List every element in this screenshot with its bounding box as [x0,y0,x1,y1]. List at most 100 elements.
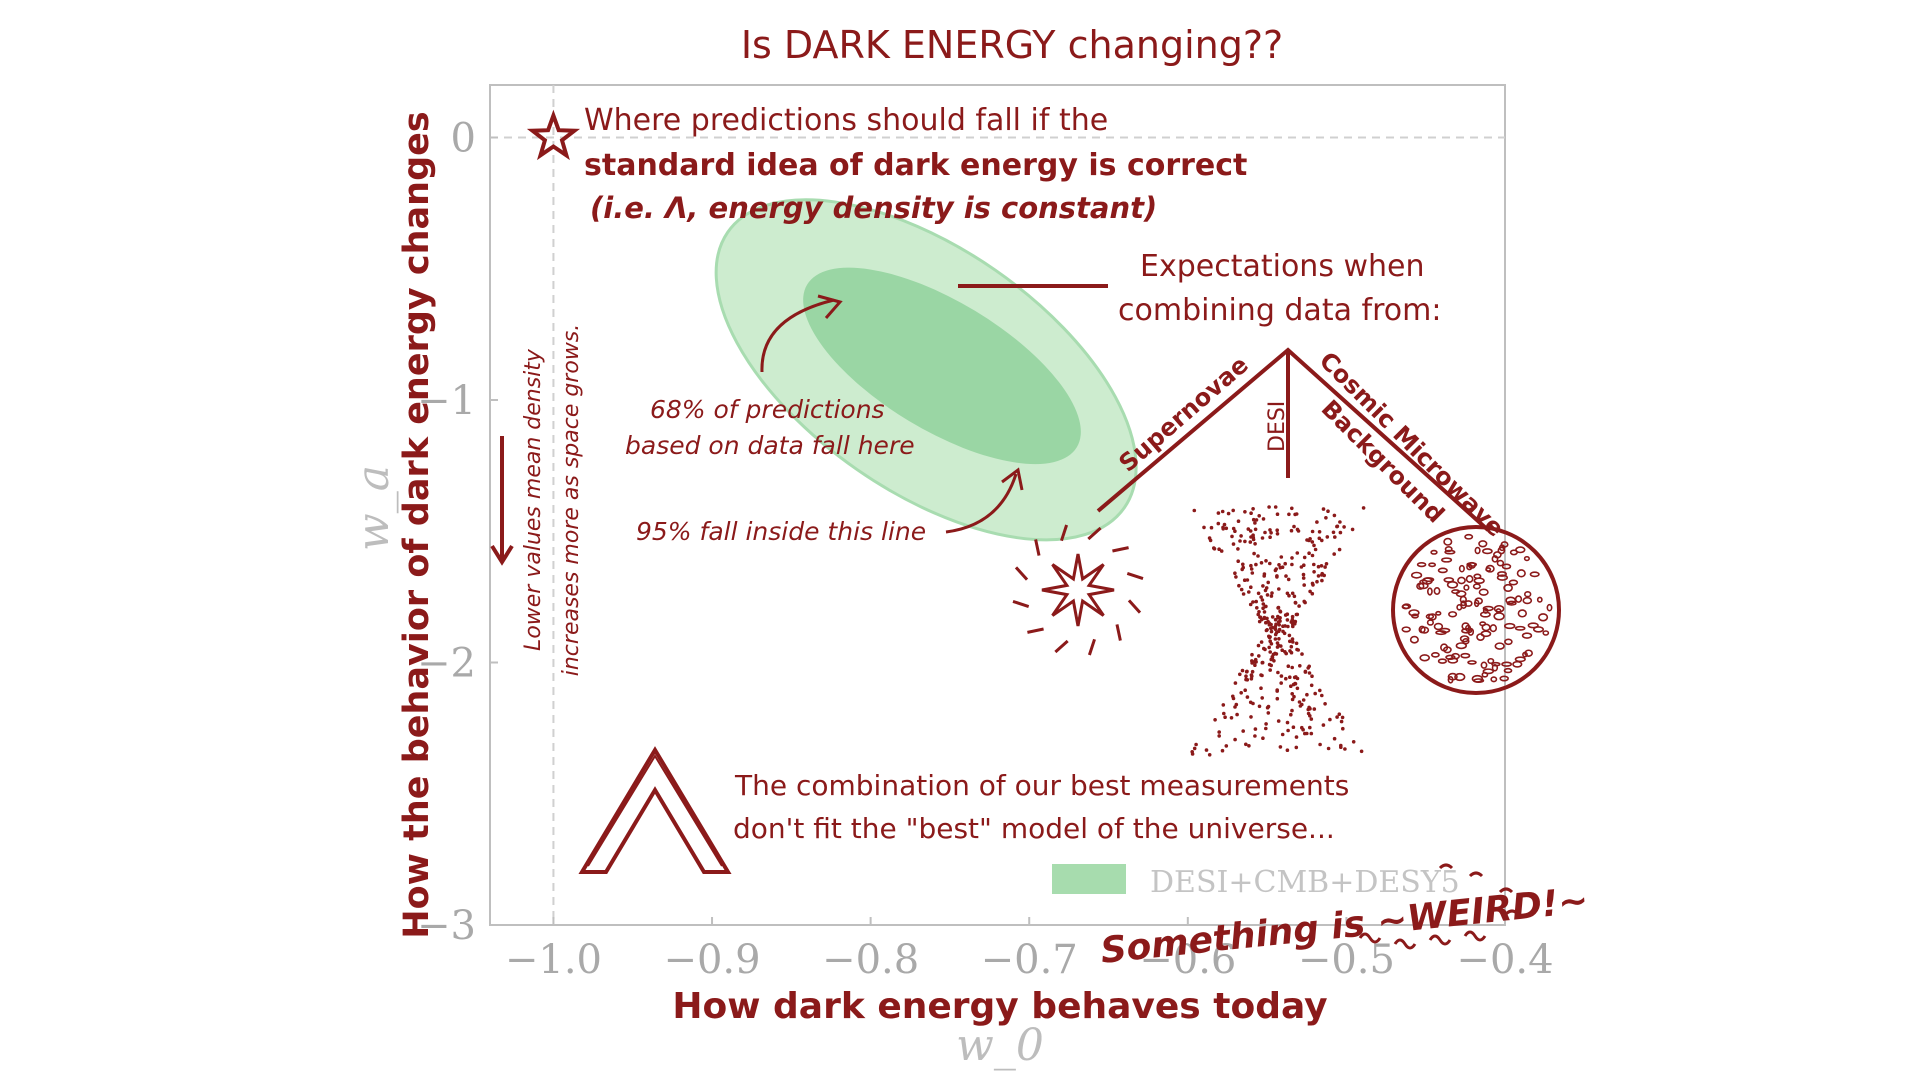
cmb-blob [1464,533,1474,540]
cmb-blob [1491,664,1499,672]
cmb-blob [1479,611,1491,618]
desi-dot [1310,674,1314,678]
cmb-blob [1456,604,1463,611]
desi-dot [1265,628,1269,632]
desi-dot [1231,696,1236,701]
desi-dot [1294,735,1299,739]
desi-dot [1289,528,1294,533]
cmb-blob [1461,628,1473,634]
desi-dot [1270,591,1274,595]
desi-dot [1220,509,1225,514]
desi-dot [1290,708,1294,713]
cmb-blob [1437,567,1448,574]
desi-dot [1296,648,1300,652]
desi-dot [1308,714,1312,718]
desi-dot [1269,531,1273,535]
desi-dot [1288,675,1292,679]
desi-dot [1313,691,1317,696]
desi-dot [1264,559,1268,563]
cmb-blob [1542,630,1550,636]
cmb-blob [1433,622,1444,631]
cmb-blob [1505,596,1517,605]
y-tick-label: −3 [417,903,476,949]
cmb-blob [1503,667,1513,674]
decorations [490,109,1561,950]
x-tick-label: −0.7 [981,937,1078,983]
desi-dot [1291,725,1296,729]
cmb-blob [1410,571,1423,579]
desi-dot [1274,567,1278,571]
desi-dot [1253,542,1257,546]
desi-dot [1269,663,1273,668]
desi-dot [1267,645,1271,650]
desi-dot [1247,744,1251,748]
desi-dot [1250,669,1255,674]
desi-dot [1254,562,1258,567]
desi-dot [1287,593,1291,598]
desi-dot [1207,753,1212,757]
desi-dot [1257,610,1261,614]
desi-dot [1337,712,1342,716]
desi-dot [1257,704,1262,709]
desi-dot [1309,717,1314,721]
desi-dot [1332,552,1336,556]
cmb-blob [1409,635,1419,644]
desi-dot [1224,526,1229,531]
y-tick-label: −2 [417,641,476,687]
desi-dot [1323,702,1327,706]
x-tick-label: −0.8 [822,937,919,983]
desi-dot [1253,727,1258,731]
desi-dot [1268,528,1272,532]
desi-dot [1288,649,1292,653]
cmb-blob [1448,611,1458,618]
desi-dot [1259,595,1263,599]
desi-dot [1217,730,1221,734]
cmb-blob [1491,661,1501,667]
desi-dot [1263,588,1268,593]
desi-dot [1306,666,1310,670]
supernova-ray [1087,526,1102,541]
desi-dot [1209,525,1214,530]
desi-dot [1260,673,1264,678]
cmb-blob [1476,633,1485,641]
desi-dot [1270,625,1275,630]
desi-dot [1282,631,1287,636]
desi-dot [1246,527,1251,531]
desi-dot [1307,671,1312,675]
desi-dot [1276,620,1281,624]
arrow-95 [945,467,1024,534]
desi-dot [1291,624,1295,629]
cmb-blob [1490,676,1498,683]
supernova-ray [1127,599,1142,614]
cmb-blob [1459,595,1467,604]
desi-dot [1257,619,1262,624]
cmb-blob [1527,622,1539,629]
cmb-blob [1533,626,1544,633]
desi-dot [1323,565,1327,569]
cmb-blob [1501,661,1512,667]
cmb-blob [1521,632,1533,639]
desi-dot [1305,538,1309,542]
desi-dot [1254,518,1259,522]
desi-dot [1233,529,1237,533]
desi-dot [1298,704,1303,708]
cmb-blob [1443,577,1455,583]
desi-dot [1273,505,1278,509]
lambda-note-line1: Where predictions should fall if the [584,103,1108,138]
desi-dot [1274,652,1279,656]
desi-dot [1285,618,1290,622]
y-tick-label: 0 [451,116,476,162]
desi-dot [1308,706,1312,711]
desi-dot [1267,505,1271,509]
cmb-blob [1524,649,1533,657]
desi-dot [1261,736,1265,740]
desi-dot [1268,650,1272,654]
cmb-blob [1495,608,1502,614]
lambda-inner-stroke [587,754,723,867]
desi-dot [1359,749,1364,754]
note-68-line1: 68% of predictions [650,395,885,424]
desi-dot [1241,729,1245,733]
desi-dot [1266,580,1270,585]
cmb-blob [1546,603,1553,612]
desi-dot [1298,664,1302,668]
